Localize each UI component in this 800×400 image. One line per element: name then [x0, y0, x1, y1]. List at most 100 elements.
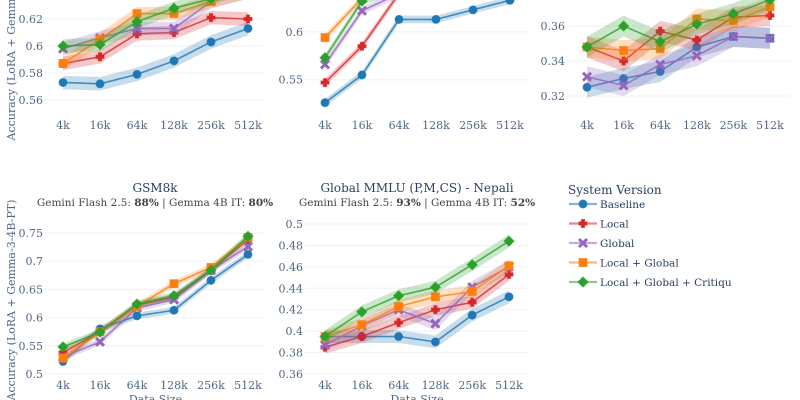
series-line	[586, 35, 771, 87]
x-tick-label: 512k	[496, 119, 524, 132]
data-point	[655, 26, 665, 36]
data-point	[320, 33, 330, 43]
series-line	[325, 296, 510, 343]
chart-panel-3: 0.5 0.55 0.6 0.65 0.7 0.75 4k 16k 64k 128k 256k 512…	[5, 181, 273, 400]
data-point	[504, 261, 514, 271]
data-point	[764, 33, 776, 44]
chart-panel-2: 0.32 0.34 0.36 4k 16k 64k 128k 256k 512k	[541, 0, 790, 132]
data-point	[58, 77, 68, 87]
legend-item[interactable]: Local + Global + Critiqu	[569, 276, 732, 289]
legend-item[interactable]: Baseline	[569, 199, 645, 211]
data-point	[131, 298, 143, 310]
error-band	[63, 10, 248, 71]
data-point	[392, 290, 405, 302]
x-tick-label: 4k	[56, 379, 70, 392]
data-point	[467, 310, 477, 320]
x-tick-label: 512k	[234, 119, 262, 132]
legend-label: Local	[600, 219, 629, 231]
y-tick-label: 0.36	[279, 368, 304, 381]
legend-label: Local + Global	[600, 258, 679, 270]
data-point	[95, 52, 105, 62]
legend-label: Global	[600, 238, 635, 250]
y-tick-label: 0.6	[26, 312, 44, 325]
series-diamond	[57, 230, 254, 353]
data-point	[581, 41, 593, 53]
data-point	[169, 279, 179, 289]
data-point	[168, 289, 180, 302]
data-point	[467, 297, 477, 307]
data-point	[57, 341, 69, 353]
data-point	[692, 35, 702, 45]
data-point	[242, 241, 254, 252]
series-line	[324, 265, 510, 338]
series-line	[324, 0, 362, 39]
y-tick-label: 0.75	[19, 227, 44, 240]
data-point	[356, 0, 368, 7]
legend-marker-circle-icon	[578, 199, 588, 209]
data-point	[467, 286, 477, 296]
x-tick-label: 16k	[351, 379, 372, 392]
x-tick-label: 512k	[495, 379, 523, 392]
x-tick-label: 64k	[389, 119, 410, 132]
y-tick-label: 0.55	[19, 340, 44, 353]
x-tick-label: 128k	[422, 119, 450, 132]
data-point	[243, 249, 253, 259]
series-circle	[320, 0, 515, 108]
series-line	[62, 27, 249, 85]
data-point	[582, 82, 592, 92]
data-point	[206, 0, 216, 5]
x-tick-label: 4k	[318, 119, 332, 132]
series-diamond	[57, 0, 227, 53]
chart-panel-4: 0.36 0.38 0.4 0.42 0.44 0.46 0.48 0.5 4k 16k 64k 12…	[279, 181, 536, 400]
legend-item[interactable]: Local	[569, 219, 629, 231]
series-line	[62, 0, 220, 50]
error-band	[587, 0, 770, 61]
y-axis-title: Accuracy (LoRA + Gemma-3-4B-PT)	[5, 200, 18, 400]
y-tick-label: 0.55	[279, 74, 304, 87]
data-point	[430, 318, 441, 329]
error-band	[63, 0, 227, 53]
series-line	[62, 0, 220, 65]
series-line	[324, 0, 511, 104]
subtitle-part: Gemini Flash 2.5:	[299, 197, 396, 209]
y-tick-label: 0.58	[19, 67, 44, 80]
series-cross	[320, 0, 398, 88]
x-tick-label: 4k	[56, 119, 70, 132]
y-tick-label: 0.34	[541, 55, 566, 68]
data-point	[58, 59, 68, 69]
y-tick-label: 0.5	[26, 368, 44, 381]
y-tick-label: 0.7	[26, 255, 44, 268]
data-point	[356, 5, 368, 16]
error-band	[587, 5, 770, 72]
data-point	[95, 79, 105, 89]
series-line	[324, 0, 396, 84]
data-point	[57, 40, 69, 52]
legend-item[interactable]: Local + Global	[569, 258, 679, 270]
data-point	[206, 37, 216, 47]
data-point	[430, 305, 440, 315]
data-point	[243, 23, 253, 33]
data-point	[655, 59, 666, 70]
data-point	[394, 302, 404, 312]
series-x	[319, 0, 394, 70]
series-line	[62, 235, 249, 348]
data-point	[504, 292, 514, 302]
series-x	[581, 26, 776, 96]
y-tick-label: 0.62	[19, 13, 44, 26]
chart-panel-0: 0.56 0.58 0.6 0.62 4k 16k 64k 128k 256k 512k Accur…	[5, 0, 265, 141]
subtitle-part: | Gemma 4B IT:	[421, 197, 511, 210]
error-band	[325, 234, 509, 343]
x-tick-label: 256k	[720, 119, 748, 132]
x-tick-label: 16k	[352, 119, 373, 132]
data-point	[356, 306, 368, 318]
data-point	[169, 305, 179, 315]
subtitle-part: 93%	[396, 197, 421, 209]
x-axis-title: Data Size	[129, 393, 182, 400]
x-tick-label: 128k	[683, 119, 711, 132]
data-point	[468, 5, 478, 15]
data-point	[581, 71, 593, 82]
error-band	[63, 243, 248, 361]
legend-item[interactable]: Global	[569, 237, 635, 250]
x-tick-label: 256k	[197, 119, 225, 132]
series-line	[324, 266, 510, 346]
